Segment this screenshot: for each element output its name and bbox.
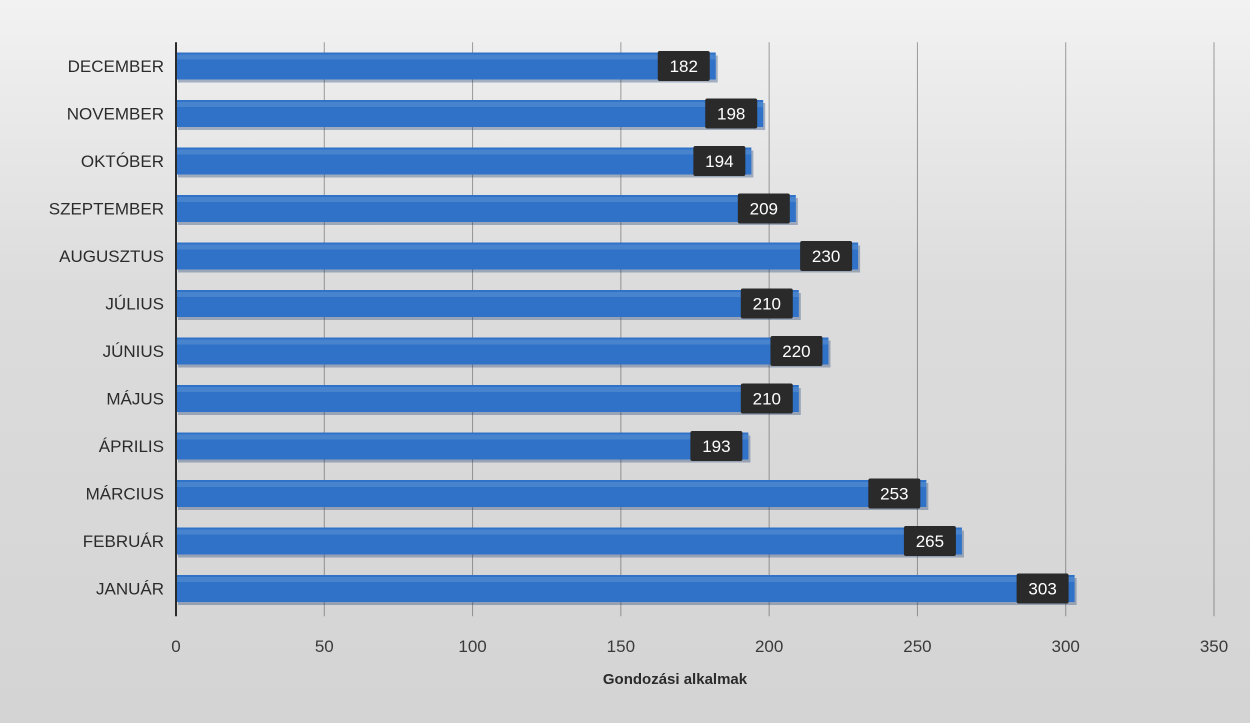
- bar: [176, 195, 796, 222]
- x-tick-label: 150: [607, 637, 635, 656]
- category-label: MÁJUS: [106, 390, 164, 409]
- x-tick-label: 350: [1200, 637, 1228, 656]
- bar: [176, 242, 859, 270]
- data-label-box: [693, 146, 746, 176]
- bar: [176, 337, 829, 365]
- data-label: 198: [717, 105, 745, 124]
- x-tick-labels: 0 50 100 150 200 250 300 350: [171, 637, 1228, 656]
- bar-highlight: [176, 197, 796, 202]
- x-tick-label: 200: [755, 637, 783, 656]
- data-label: 253: [880, 485, 908, 504]
- data-label-box: [705, 98, 758, 129]
- bar-highlight: [176, 387, 799, 392]
- category-label: SZEPTEMBER: [49, 200, 164, 219]
- x-tick-label: 0: [171, 637, 180, 656]
- category-label: MÁRCIUS: [86, 485, 164, 504]
- bar-highlight: [176, 577, 1075, 582]
- bar-highlight: [176, 102, 764, 107]
- data-label: 182: [670, 57, 698, 76]
- bar-highlight: [176, 244, 859, 250]
- category-label: OKTÓBER: [81, 152, 164, 171]
- data-label: 230: [812, 247, 840, 266]
- bar: [176, 52, 716, 80]
- data-label: 209: [750, 200, 778, 219]
- category-label: JÚNIUS: [103, 342, 164, 361]
- category-label: JANUÁR: [96, 580, 164, 599]
- bar: [176, 100, 764, 127]
- data-label-box: [903, 526, 956, 556]
- bar-highlight: [176, 149, 752, 155]
- data-label-box: [737, 193, 790, 224]
- x-tick-label: 300: [1052, 637, 1080, 656]
- category-label: ÁPRILIS: [99, 437, 164, 456]
- category-label: JÚLIUS: [105, 295, 164, 314]
- gridlines: [323, 42, 1215, 617]
- data-label: 303: [1028, 580, 1056, 599]
- data-label-box: [770, 336, 823, 366]
- category-label: NOVEMBER: [67, 105, 164, 124]
- data-label-box: [800, 241, 853, 271]
- bar-highlight: [176, 529, 962, 535]
- data-label: 194: [705, 152, 733, 171]
- category-label: AUGUSZTUS: [59, 247, 164, 266]
- bar: [176, 432, 749, 460]
- data-label-box: [657, 51, 710, 81]
- data-label-box: [868, 478, 921, 509]
- data-label-box: [740, 383, 793, 414]
- data-label: 220: [782, 342, 810, 361]
- bar-highlight: [176, 292, 799, 297]
- x-axis-title: Gondozási alkalmak: [603, 671, 748, 688]
- x-tick-label: 50: [315, 637, 334, 656]
- data-label-box: [1016, 573, 1069, 604]
- data-label-box: [740, 288, 793, 319]
- x-tick-label: 250: [903, 637, 931, 656]
- bar: [176, 527, 962, 555]
- bar: [176, 290, 799, 317]
- data-label-box: [690, 431, 743, 461]
- data-label: 193: [702, 437, 730, 456]
- data-label: 210: [753, 295, 781, 314]
- bar: [176, 480, 927, 507]
- bar-highlight: [176, 482, 927, 487]
- bar: [176, 385, 799, 412]
- bar-highlight: [176, 434, 749, 440]
- category-label: DECEMBER: [68, 57, 164, 76]
- bar: [176, 147, 752, 175]
- data-label: 265: [916, 532, 944, 551]
- bars: 182 198 194 209 230 210 220 210 193 253 265 303: [176, 51, 1077, 605]
- data-label: 210: [753, 390, 781, 409]
- x-tick-label: 100: [458, 637, 486, 656]
- bar-highlight: [176, 54, 716, 60]
- category-labels: DECEMBER NOVEMBER OKTÓBER SZEPTEMBER AUGUSZT…: [49, 57, 164, 599]
- bar-highlight: [176, 339, 829, 345]
- category-label: FEBRUÁR: [83, 532, 164, 551]
- bar: [176, 575, 1075, 602]
